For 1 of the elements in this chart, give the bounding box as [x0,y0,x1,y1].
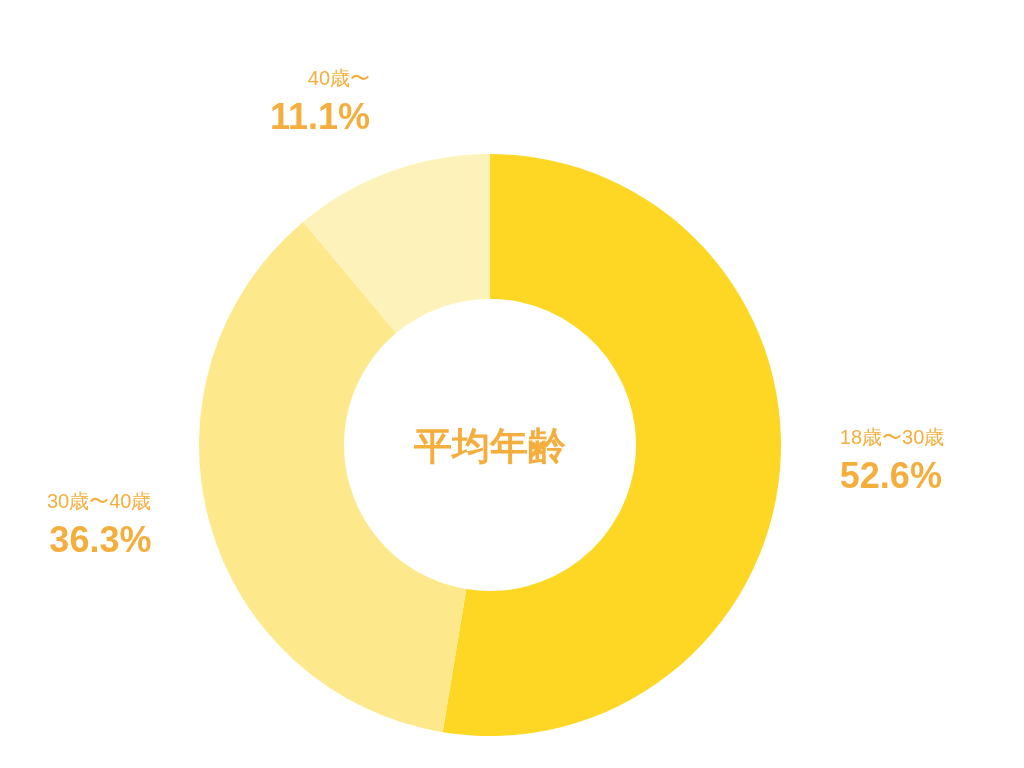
title: 平均年齢 [414,425,566,467]
